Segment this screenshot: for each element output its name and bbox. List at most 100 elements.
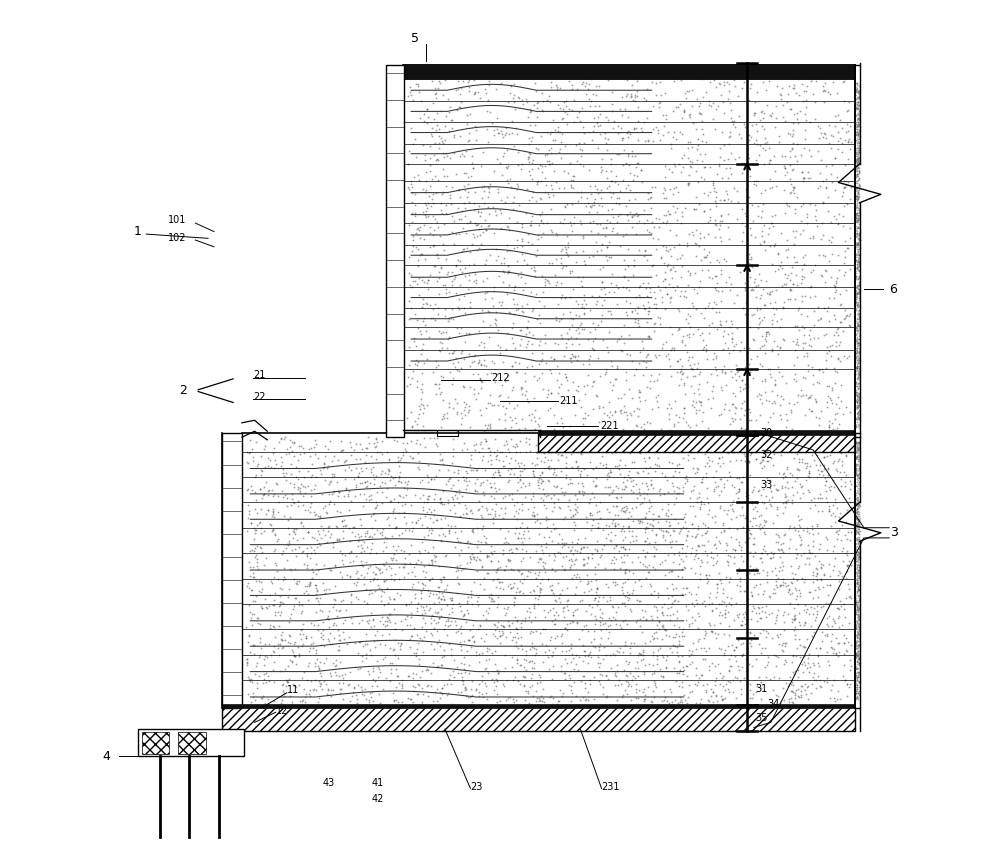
- Point: [462, 537, 478, 550]
- Point: [419, 495, 435, 509]
- Point: [568, 649, 584, 662]
- Point: [460, 541, 476, 554]
- Point: [565, 349, 581, 363]
- Point: [657, 302, 673, 316]
- Point: [851, 620, 867, 633]
- Point: [646, 689, 662, 703]
- Point: [793, 149, 809, 162]
- Point: [348, 566, 364, 580]
- Point: [405, 274, 421, 288]
- Point: [747, 445, 763, 458]
- Point: [849, 198, 865, 211]
- Point: [741, 190, 757, 204]
- Point: [414, 366, 430, 380]
- Point: [823, 350, 839, 363]
- Point: [842, 532, 858, 546]
- Point: [543, 126, 559, 139]
- Point: [691, 239, 707, 252]
- Point: [593, 314, 609, 328]
- Point: [850, 319, 866, 333]
- Point: [848, 621, 864, 634]
- Point: [779, 96, 795, 110]
- Point: [563, 641, 579, 655]
- Point: [836, 256, 852, 270]
- Point: [297, 503, 313, 516]
- Point: [739, 471, 755, 485]
- Point: [732, 584, 748, 598]
- Point: [650, 515, 666, 529]
- Point: [707, 678, 723, 692]
- Point: [358, 651, 374, 665]
- Point: [690, 621, 706, 635]
- Point: [774, 643, 790, 656]
- Point: [808, 458, 824, 471]
- Point: [679, 475, 695, 488]
- Point: [850, 117, 866, 131]
- Point: [550, 576, 566, 590]
- Point: [341, 547, 357, 560]
- Point: [504, 359, 520, 373]
- Point: [274, 633, 290, 647]
- Point: [848, 200, 864, 214]
- Point: [685, 439, 701, 453]
- Point: [851, 496, 867, 509]
- Point: [818, 132, 834, 145]
- Point: [684, 398, 700, 412]
- Point: [466, 350, 482, 363]
- Point: [801, 466, 817, 480]
- Point: [477, 82, 493, 96]
- Point: [758, 624, 774, 638]
- Point: [824, 338, 840, 351]
- Point: [581, 125, 597, 138]
- Point: [251, 574, 267, 588]
- Point: [454, 204, 470, 217]
- Point: [612, 207, 628, 221]
- Point: [848, 239, 864, 252]
- Point: [662, 424, 678, 437]
- Point: [850, 356, 866, 369]
- Point: [607, 459, 623, 473]
- Point: [341, 460, 357, 474]
- Point: [481, 602, 497, 616]
- Point: [591, 660, 607, 673]
- Point: [777, 267, 793, 281]
- Point: [311, 597, 327, 610]
- Point: [717, 365, 733, 379]
- Point: [820, 204, 836, 217]
- Point: [695, 516, 711, 530]
- Point: [721, 663, 737, 677]
- Point: [472, 478, 488, 492]
- Point: [837, 250, 853, 264]
- Point: [441, 105, 457, 119]
- Point: [762, 182, 778, 195]
- Point: [499, 191, 515, 205]
- Point: [656, 693, 672, 706]
- Point: [639, 82, 655, 96]
- Point: [485, 299, 501, 312]
- Point: [241, 503, 257, 517]
- Point: [419, 662, 435, 676]
- Point: [329, 520, 345, 534]
- Point: [679, 370, 695, 384]
- Point: [442, 618, 458, 632]
- Point: [851, 452, 867, 465]
- Point: [244, 442, 260, 456]
- Point: [728, 453, 744, 467]
- Point: [293, 516, 309, 530]
- Point: [530, 175, 546, 188]
- Point: [658, 440, 674, 453]
- Point: [819, 340, 835, 354]
- Point: [513, 658, 529, 672]
- Point: [848, 333, 864, 346]
- Point: [556, 562, 572, 576]
- Point: [387, 470, 403, 484]
- Point: [404, 195, 420, 209]
- Point: [577, 388, 593, 402]
- Point: [800, 679, 816, 693]
- Point: [849, 186, 865, 200]
- Point: [688, 548, 704, 561]
- Point: [702, 202, 718, 216]
- Point: [781, 430, 797, 444]
- Point: [371, 581, 387, 594]
- Point: [272, 665, 288, 678]
